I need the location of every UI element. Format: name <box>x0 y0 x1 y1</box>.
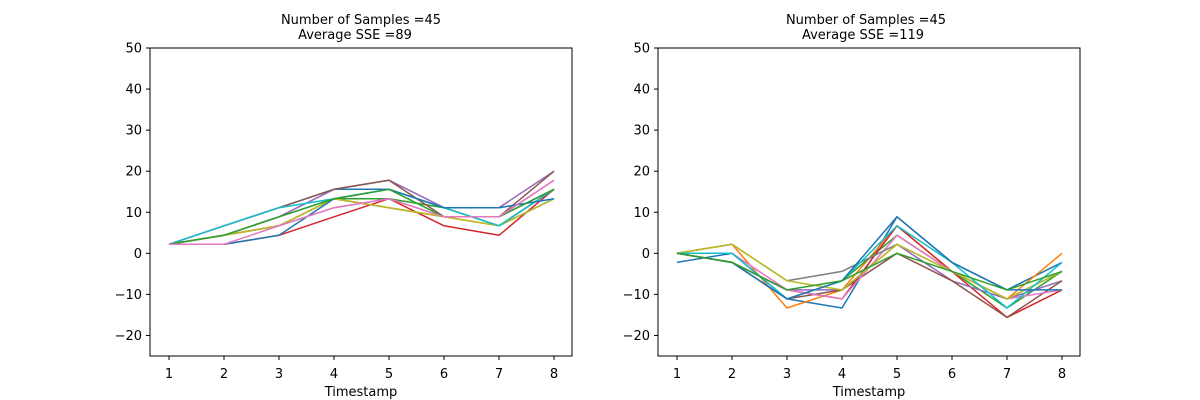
chart-title-line-2: Average SSE =89 <box>298 28 412 43</box>
y-tick-label: −20 <box>115 329 142 344</box>
series-line-10 <box>677 225 1063 309</box>
x-tick-label: 3 <box>783 367 791 382</box>
y-tick-label: −20 <box>623 329 650 344</box>
x-tick-label: 7 <box>1003 367 1011 382</box>
chart-title-line-1: Number of Samples =45 <box>786 13 946 28</box>
x-axis-ticks: 1 2 3 4 5 6 7 8 <box>165 356 558 382</box>
x-tick-label: 1 <box>165 367 173 382</box>
x-tick-label: 8 <box>550 367 558 382</box>
y-axis-ticks: −20 −10 0 10 20 30 40 50 <box>115 42 150 344</box>
plot-lines <box>168 170 555 246</box>
y-tick-label: 0 <box>134 247 142 262</box>
x-tick-label: 3 <box>275 367 283 382</box>
y-tick-label: 20 <box>633 165 650 180</box>
chart-title-line-2: Average SSE =119 <box>802 28 924 43</box>
series-line-12 <box>676 252 1063 291</box>
y-tick-label: 0 <box>642 247 650 262</box>
y-tick-label: 40 <box>633 83 650 98</box>
y-tick-label: 40 <box>125 83 142 98</box>
y-axis-ticks: −20 −10 0 10 20 30 40 50 <box>623 42 658 344</box>
chart-title-line-1: Number of Samples =45 <box>281 13 441 28</box>
x-tick-label: 4 <box>330 367 338 382</box>
x-axis-label: Timestamp <box>324 385 398 400</box>
y-tick-label: 20 <box>125 165 142 180</box>
series-line-9 <box>168 197 555 246</box>
series-line-11 <box>676 216 1062 300</box>
x-tick-label: 2 <box>220 367 228 382</box>
x-tick-label: 7 <box>495 367 503 382</box>
series-line-13 <box>169 179 555 246</box>
x-tick-label: 1 <box>673 367 681 382</box>
x-tick-label: 5 <box>893 367 901 382</box>
plot-area-frame <box>149 47 573 357</box>
x-tick-label: 5 <box>385 367 393 382</box>
y-tick-label: 10 <box>633 206 650 221</box>
x-axis-label: Timestamp <box>832 385 906 400</box>
subplot-right: Number of Samples =45 Average SSE =119 −… <box>623 13 1081 400</box>
y-tick-label: 30 <box>125 124 142 139</box>
x-axis-ticks: 1 2 3 4 5 6 7 8 <box>673 356 1066 382</box>
y-tick-label: −10 <box>115 288 142 303</box>
subplot-left: Number of Samples =45 Average SSE =89 −2… <box>115 13 573 400</box>
y-tick-label: 10 <box>125 206 142 221</box>
x-tick-label: 4 <box>838 367 846 382</box>
x-tick-label: 2 <box>728 367 736 382</box>
x-tick-label: 8 <box>1058 367 1066 382</box>
x-tick-label: 6 <box>948 367 956 382</box>
y-tick-label: −10 <box>623 288 650 303</box>
x-tick-label: 6 <box>440 367 448 382</box>
y-tick-label: 50 <box>125 42 142 57</box>
plot-lines <box>676 216 1063 319</box>
y-tick-label: 30 <box>633 124 650 139</box>
y-tick-label: 50 <box>633 42 650 57</box>
plot-area-frame <box>657 47 1081 357</box>
